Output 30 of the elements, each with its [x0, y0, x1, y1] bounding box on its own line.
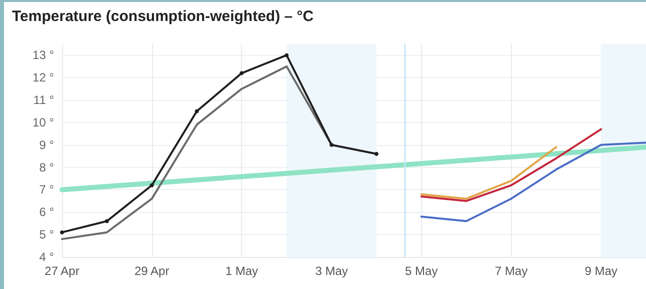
point — [330, 142, 334, 147]
x-tick-label: 3 May — [315, 264, 348, 278]
chart-title: Temperature (consumption-weighted) – °C — [12, 8, 314, 25]
point — [194, 109, 199, 114]
x-tick-label: 7 May — [494, 264, 528, 278]
y-tick-label: 4 ° — [39, 250, 54, 264]
line-series — [420, 142, 646, 222]
y-tick-label: 9 ° — [39, 138, 54, 152]
x-tick-label: 29 Apr — [134, 264, 170, 278]
y-tick-label: 6 ° — [39, 205, 54, 220]
y-tick-label: 5 ° — [39, 228, 54, 242]
y-tick-label: 11 ° — [33, 93, 54, 108]
x-tick-label: 27 Apr — [44, 264, 80, 278]
y-tick-label: 10 ° — [32, 115, 54, 130]
x-tick-label: 9 May — [584, 264, 618, 278]
point — [240, 71, 244, 76]
y-tick-label: 8 ° — [39, 160, 54, 174]
point — [374, 152, 378, 156]
x-tick-label: 5 May — [405, 264, 438, 278]
line-series — [420, 128, 602, 202]
y-tick-label: 13 ° — [32, 48, 54, 62]
line-series — [61, 65, 333, 240]
line-series — [420, 146, 558, 200]
x-tick-label: 1 May — [225, 264, 258, 278]
point — [150, 183, 154, 188]
point — [104, 219, 109, 224]
point — [60, 230, 64, 234]
y-tick-label: 7 ° — [39, 182, 54, 197]
point — [284, 53, 289, 58]
y-tick-label: 12 ° — [32, 70, 54, 85]
